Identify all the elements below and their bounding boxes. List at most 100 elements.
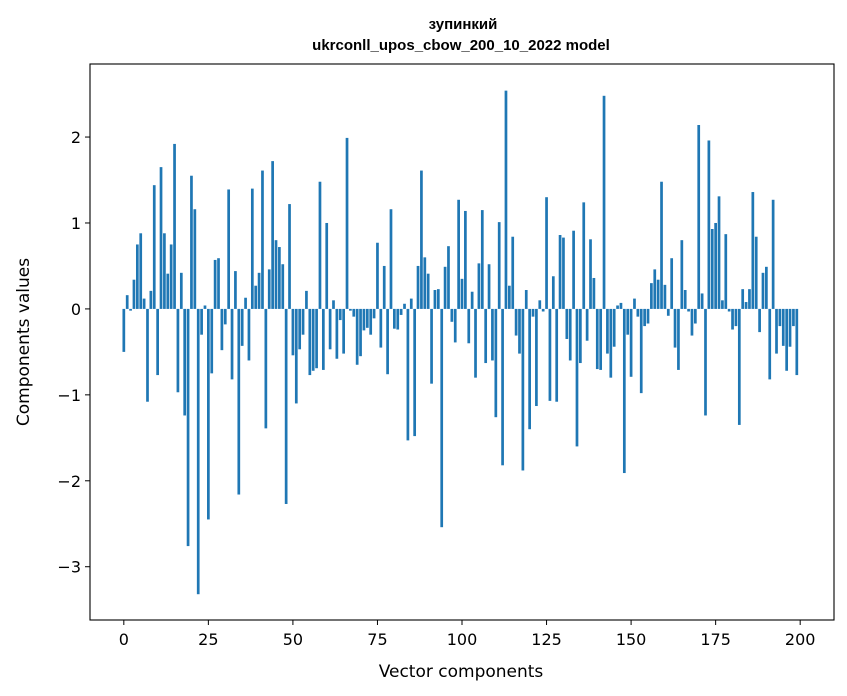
bar-71 [362,308,366,331]
bar-22 [196,308,200,595]
bar-127 [551,276,555,309]
bar-158 [656,279,660,309]
bar-194 [778,308,782,327]
bar-31 [227,189,231,309]
bar-161 [666,308,670,316]
bar-88 [420,170,423,309]
x-tick-label: 50 [283,630,303,649]
bar-50 [291,308,295,356]
bar-42 [264,308,268,429]
bar-56 [311,308,315,371]
bar-77 [382,265,386,309]
bar-91 [430,308,433,384]
bar-59 [321,308,325,370]
bar-152 [636,308,640,317]
bar-6 [142,298,146,309]
bar-103 [470,291,474,309]
bar-52 [298,308,302,350]
bar-177 [721,300,724,309]
bar-187 [754,236,758,309]
bar-93 [436,289,440,309]
bar-82 [399,308,403,315]
bar-102 [467,308,471,344]
bar-40 [257,272,261,309]
bar-5 [139,233,143,309]
bar-179 [727,308,731,312]
x-tick-label: 175 [700,630,731,649]
bar-33 [234,271,237,309]
x-tick-label: 125 [531,630,562,649]
bar-178 [724,234,728,309]
bar-195 [781,308,785,346]
y-tick-label: 0 [71,300,81,319]
y-tick-label: −1 [57,386,81,405]
chart-subtitle: ukrconll_upos_cbow_200_10_2022 model [312,37,610,54]
bar-2 [129,308,132,311]
bar-125 [545,197,548,309]
bar-20 [190,175,193,309]
x-tick-label: 100 [447,630,478,649]
bar-183 [741,289,745,309]
bar-186 [751,192,755,309]
bars-group [122,90,799,595]
bar-69 [355,308,359,365]
bar-111 [497,222,501,309]
bar-130 [562,237,565,309]
bar-99 [457,199,460,309]
bar-164 [677,308,680,370]
bar-148 [622,308,626,474]
plot-area-frame [89,63,835,621]
x-tick-label: 75 [367,630,387,649]
bar-117 [518,308,521,354]
bar-51 [294,308,298,404]
bar-155 [646,308,650,324]
bar-8 [149,290,153,309]
bar-150 [629,308,633,377]
x-tick-label: 0 [119,630,129,649]
bar-9 [152,185,156,309]
bar-172 [704,308,707,416]
bar-106 [480,210,484,309]
bar-86 [413,308,417,437]
bar-21 [193,209,197,309]
bar-160 [663,284,667,309]
bar-64 [338,308,342,321]
bar-105 [477,263,481,309]
bar-197 [788,308,792,347]
bar-118 [521,308,525,471]
bar-26 [210,308,214,374]
bar-97 [450,308,454,322]
bar-78 [386,308,389,375]
bar-169 [693,308,697,324]
bar-170 [697,125,701,309]
y-tick-label: −3 [57,558,81,577]
bar-147 [619,302,623,309]
bar-175 [714,222,717,309]
bar-85 [409,298,413,309]
bar-122 [535,308,538,407]
bar-1 [125,295,129,309]
bar-198 [792,308,795,327]
bar-149 [626,308,630,335]
bar-60 [325,222,329,309]
bar-46 [278,247,281,309]
bar-32 [230,308,234,380]
bar-192 [771,199,775,309]
bar-80 [393,308,396,329]
bar-49 [288,204,291,309]
bar-28 [217,258,220,309]
bar-79 [389,209,393,309]
bar-75 [376,242,379,309]
x-tick-label: 200 [785,630,816,649]
bar-7 [146,308,149,402]
chart-title: зупинкий [429,16,498,33]
bar-184 [744,302,748,309]
bar-167 [687,308,690,312]
bar-94 [440,308,444,528]
bar-126 [548,308,552,401]
y-tick-label: −2 [57,472,81,491]
bar-30 [223,308,227,325]
bar-100 [460,278,464,309]
bar-45 [274,240,278,309]
bar-104 [474,308,477,378]
